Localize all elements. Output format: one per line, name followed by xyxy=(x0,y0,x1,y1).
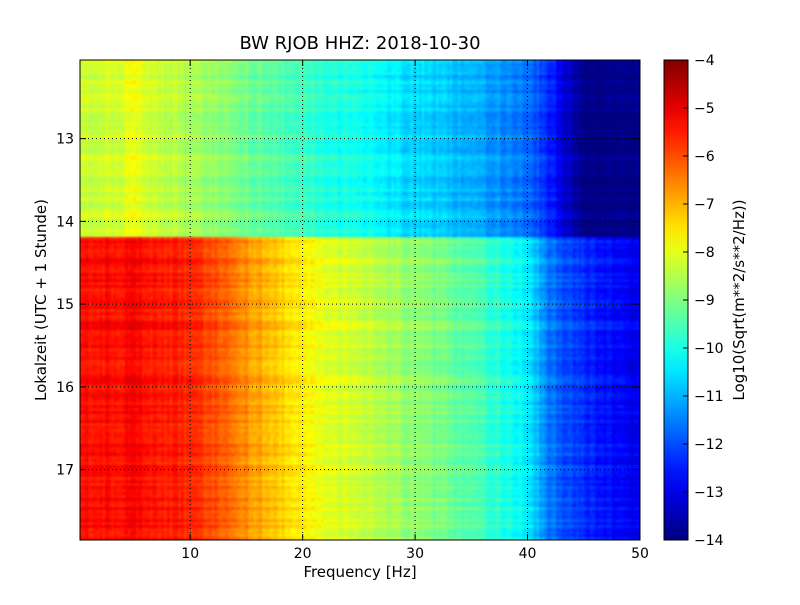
colorbar-tick-label: −13 xyxy=(694,485,724,501)
y-axis-label: Lokalzeit (UTC + 1 Stunde) xyxy=(32,199,50,401)
x-tick-label: 50 xyxy=(631,546,649,562)
y-tick-label: 17 xyxy=(56,463,74,479)
colorbar-tick-label: −6 xyxy=(694,149,715,165)
spectrogram-image xyxy=(80,60,640,540)
colorbar-tick-label: −9 xyxy=(694,293,715,309)
colorbar-tick-label: −14 xyxy=(694,533,724,549)
y-tick-label: 15 xyxy=(56,297,74,313)
x-axis: 10 20 30 40 50 xyxy=(181,60,649,562)
colorbar-label: Log10(Sqrt(m**2/s**2/Hz)) xyxy=(730,199,748,400)
plot-area xyxy=(79,59,641,541)
colorbar-tick-label: −7 xyxy=(694,197,715,213)
y-tick-label: 16 xyxy=(56,380,74,396)
chart-title: BW RJOB HHZ: 2018-10-30 xyxy=(239,33,480,54)
x-tick-label: 30 xyxy=(406,546,424,562)
colorbar-tick-label: −5 xyxy=(694,101,715,117)
x-tick-label: 10 xyxy=(181,546,199,562)
plot-frame xyxy=(79,59,641,541)
colorbar-tick-label: −11 xyxy=(694,389,724,405)
x-axis-label: Frequency [Hz] xyxy=(303,563,416,581)
y-tick-label: 14 xyxy=(56,214,74,230)
y-axis: 13 14 15 16 17 xyxy=(56,132,640,479)
colorbar-tick-label: −12 xyxy=(694,437,724,453)
colorbar-tick-label: −8 xyxy=(694,245,715,261)
colorbar-tick-label: −4 xyxy=(694,53,715,69)
y-tick-label: 13 xyxy=(56,132,74,148)
colorbar-tick-label: −10 xyxy=(694,341,724,357)
x-tick-label: 20 xyxy=(294,546,312,562)
colorbar: −4 −5 −6 −7 −8 −9 −10 −11 −12 −13 −14 xyxy=(663,53,724,549)
x-tick-label: 40 xyxy=(519,546,537,562)
